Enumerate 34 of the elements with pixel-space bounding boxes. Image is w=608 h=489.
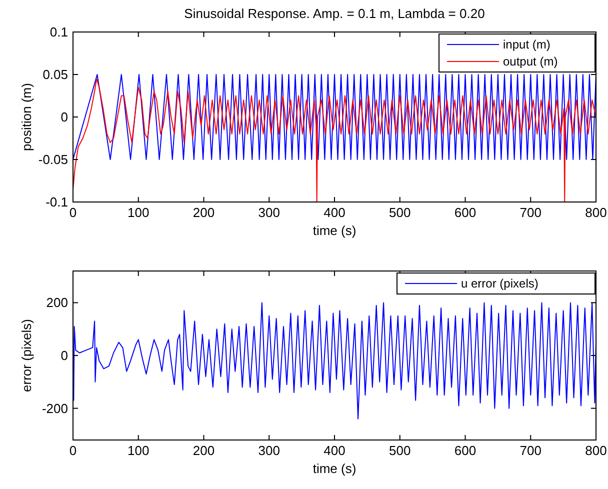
y-tick-label: 0 [60,110,68,125]
x-tick-label: 500 [389,443,411,458]
chart-title: Sinusoidal Response. Amp. = 0.1 m, Lambda = 0.20 [184,6,485,21]
line-series [73,78,596,202]
x-tick-label: 400 [324,443,346,458]
x-tick-label: 300 [258,205,280,220]
y-tick-label: -200 [42,400,68,416]
x-tick-label: 100 [128,205,150,220]
legend-label: input (m) [503,38,550,52]
line-series [73,302,596,420]
y-tick-label: 0.05 [42,67,68,82]
x-tick-label: 800 [585,443,607,458]
x-tick-label: 200 [192,205,215,220]
y-axis-title: error (pixels) [19,319,34,392]
x-tick-label: 600 [454,443,476,458]
x-axis-title: time (s) [312,223,356,238]
x-tick-label: 800 [585,205,607,220]
x-tick-label: 700 [520,443,542,458]
x-tick-label: 500 [389,205,411,220]
x-tick-label: 600 [454,205,476,220]
y-tick-label: -0.05 [38,152,68,168]
x-tick-label: 100 [128,443,150,458]
legend-label: output (m) [503,54,558,69]
y-tick-label: 0 [60,348,68,364]
y-tick-label: 200 [46,295,68,310]
y-tick-label: -0.1 [46,194,68,210]
y-axis-title: position (m) [19,83,34,151]
legend-label: u error (pixels) [461,276,538,291]
y-tick-label: 0.1 [50,24,68,40]
x-axis-title: time (s) [312,461,356,476]
x-tick-label: 400 [324,205,346,220]
x-tick-label: 200 [192,443,215,458]
x-tick-label: 300 [258,443,280,458]
x-tick-label: 700 [520,205,542,220]
